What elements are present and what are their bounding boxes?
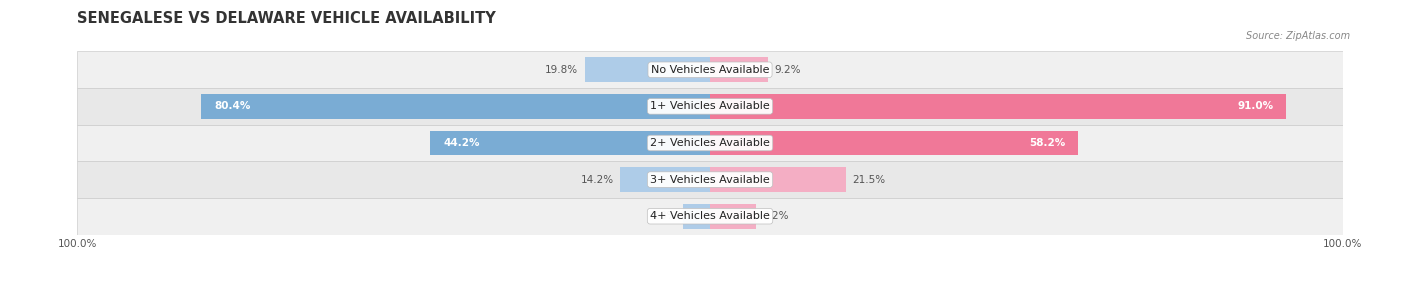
Text: 7.2%: 7.2% <box>762 211 789 221</box>
Bar <box>710 94 1286 119</box>
Text: SENEGALESE VS DELAWARE VEHICLE AVAILABILITY: SENEGALESE VS DELAWARE VEHICLE AVAILABIL… <box>77 11 496 26</box>
Text: 1+ Vehicles Available: 1+ Vehicles Available <box>650 102 770 111</box>
Bar <box>683 204 710 229</box>
Text: Source: ZipAtlas.com: Source: ZipAtlas.com <box>1246 31 1350 41</box>
Text: 80.4%: 80.4% <box>214 102 250 111</box>
Bar <box>201 94 710 119</box>
Bar <box>710 57 768 82</box>
Bar <box>430 130 710 156</box>
Bar <box>77 51 1343 88</box>
Text: 2+ Vehicles Available: 2+ Vehicles Available <box>650 138 770 148</box>
Bar <box>77 88 1343 125</box>
Text: 14.2%: 14.2% <box>581 175 614 184</box>
Text: 4+ Vehicles Available: 4+ Vehicles Available <box>650 211 770 221</box>
Text: 9.2%: 9.2% <box>775 65 801 75</box>
Text: 3+ Vehicles Available: 3+ Vehicles Available <box>650 175 770 184</box>
Bar <box>620 167 710 192</box>
Text: 58.2%: 58.2% <box>1029 138 1066 148</box>
Text: 21.5%: 21.5% <box>852 175 886 184</box>
Bar <box>710 167 846 192</box>
Text: 44.2%: 44.2% <box>443 138 479 148</box>
Bar <box>710 204 755 229</box>
Text: 91.0%: 91.0% <box>1237 102 1274 111</box>
Bar <box>77 125 1343 161</box>
Bar <box>77 161 1343 198</box>
Text: No Vehicles Available: No Vehicles Available <box>651 65 769 75</box>
Bar <box>585 57 710 82</box>
Text: 19.8%: 19.8% <box>546 65 578 75</box>
Text: 4.3%: 4.3% <box>650 211 676 221</box>
Bar <box>77 198 1343 235</box>
Bar <box>710 130 1078 156</box>
